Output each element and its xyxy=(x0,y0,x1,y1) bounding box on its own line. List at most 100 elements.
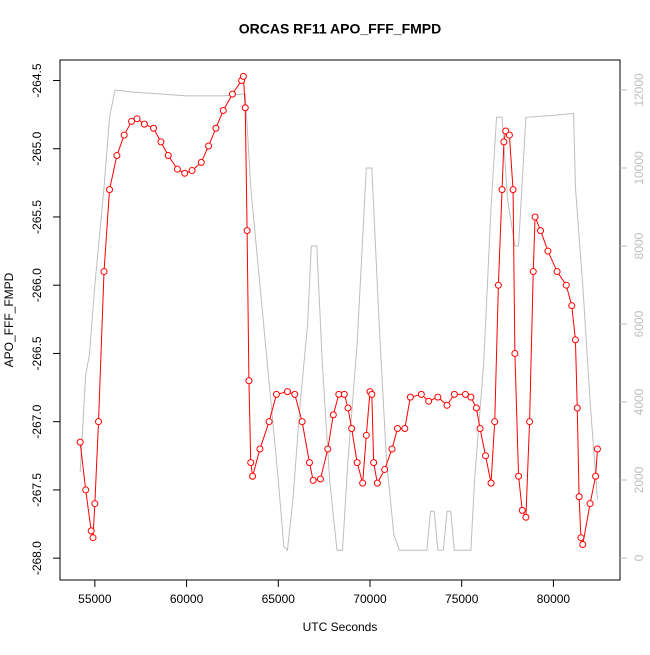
data-point xyxy=(568,302,576,310)
data-point xyxy=(228,90,236,98)
data-point xyxy=(406,393,414,401)
data-point xyxy=(491,418,499,426)
data-point xyxy=(197,158,205,166)
data-point xyxy=(241,104,249,112)
plot-frame xyxy=(59,59,621,581)
data-point xyxy=(188,167,196,175)
data-point xyxy=(544,247,552,255)
data-point xyxy=(283,388,291,396)
data-point xyxy=(324,445,332,453)
data-point xyxy=(579,541,587,549)
data-point xyxy=(575,493,583,501)
data-point xyxy=(368,390,376,398)
data-point xyxy=(450,390,458,398)
data-point xyxy=(381,465,389,473)
data-point xyxy=(531,213,539,221)
data-point xyxy=(247,459,255,467)
data-point xyxy=(425,397,433,405)
data-point xyxy=(309,476,317,484)
data-point xyxy=(316,475,324,483)
y2-tick-label: 10000 xyxy=(632,151,646,185)
data-point xyxy=(573,404,581,412)
data-point xyxy=(515,472,523,480)
x-tick-label: 80000 xyxy=(537,592,571,606)
data-point xyxy=(150,124,158,132)
y2-tick-label: 8000 xyxy=(632,232,646,259)
data-point xyxy=(245,377,253,385)
data-point xyxy=(212,124,220,132)
y-tick-label: -267.5 xyxy=(30,473,44,507)
data-point xyxy=(344,404,352,412)
data-point xyxy=(401,425,409,433)
data-point xyxy=(359,479,367,487)
data-point xyxy=(91,500,99,508)
x-tick-label: 55000 xyxy=(78,592,112,606)
data-point xyxy=(243,227,251,235)
x-tick-label: 60000 xyxy=(170,592,204,606)
data-point xyxy=(487,479,495,487)
data-point xyxy=(417,390,425,398)
data-point xyxy=(434,393,442,401)
data-point xyxy=(511,349,519,357)
data-point xyxy=(164,152,172,160)
y2-tick-label: 0 xyxy=(632,554,646,561)
y-tick-label: -266.5 xyxy=(30,336,44,370)
data-point xyxy=(100,268,108,276)
data-point xyxy=(219,106,227,114)
data-point xyxy=(571,336,579,344)
data-point xyxy=(272,390,280,398)
data-point xyxy=(586,500,594,508)
data-point xyxy=(205,142,213,150)
data-point xyxy=(128,117,136,125)
data-point xyxy=(249,472,257,480)
data-point xyxy=(509,186,517,194)
data-point xyxy=(305,459,313,467)
data-point xyxy=(120,131,128,139)
data-point xyxy=(476,425,484,433)
data-point xyxy=(140,120,148,128)
y-tick-label: -265.5 xyxy=(30,200,44,234)
data-point xyxy=(348,425,356,433)
data-point xyxy=(467,393,475,401)
data-point xyxy=(537,227,545,235)
data-point xyxy=(482,452,490,460)
data-point xyxy=(95,418,103,426)
data-point xyxy=(298,418,306,426)
x-tick-label: 75000 xyxy=(445,592,479,606)
y-tick-label: -267.0 xyxy=(30,404,44,438)
data-point xyxy=(498,186,506,194)
data-point xyxy=(593,445,601,453)
data-point xyxy=(461,390,469,398)
data-point xyxy=(256,445,264,453)
data-point xyxy=(340,390,348,398)
y2-tick-label: 12000 xyxy=(632,73,646,107)
data-point xyxy=(373,479,381,487)
data-point xyxy=(265,418,273,426)
data-point xyxy=(113,152,121,160)
x-axis-title: UTC Seconds xyxy=(303,620,378,634)
data-point xyxy=(87,527,95,535)
data-point xyxy=(494,281,502,289)
y2-tick-label: 2000 xyxy=(632,466,646,493)
x-tick-label: 70000 xyxy=(353,592,387,606)
data-point xyxy=(353,459,361,467)
data-point xyxy=(157,138,165,146)
data-point xyxy=(443,401,451,409)
y2-tick-label: 6000 xyxy=(632,310,646,337)
data-point xyxy=(388,445,396,453)
data-point xyxy=(592,472,600,480)
y-tick-label: -264.5 xyxy=(30,63,44,97)
data-point xyxy=(181,169,189,177)
y-tick-label: -268.0 xyxy=(30,541,44,575)
data-point xyxy=(89,534,97,542)
data-point xyxy=(577,534,585,542)
data-point xyxy=(239,72,247,80)
data-point xyxy=(133,115,141,123)
y2-tick-label: 4000 xyxy=(632,388,646,415)
data-point xyxy=(106,186,114,194)
data-point xyxy=(522,513,530,521)
x-tick-label: 65000 xyxy=(262,592,296,606)
data-point xyxy=(370,459,378,467)
